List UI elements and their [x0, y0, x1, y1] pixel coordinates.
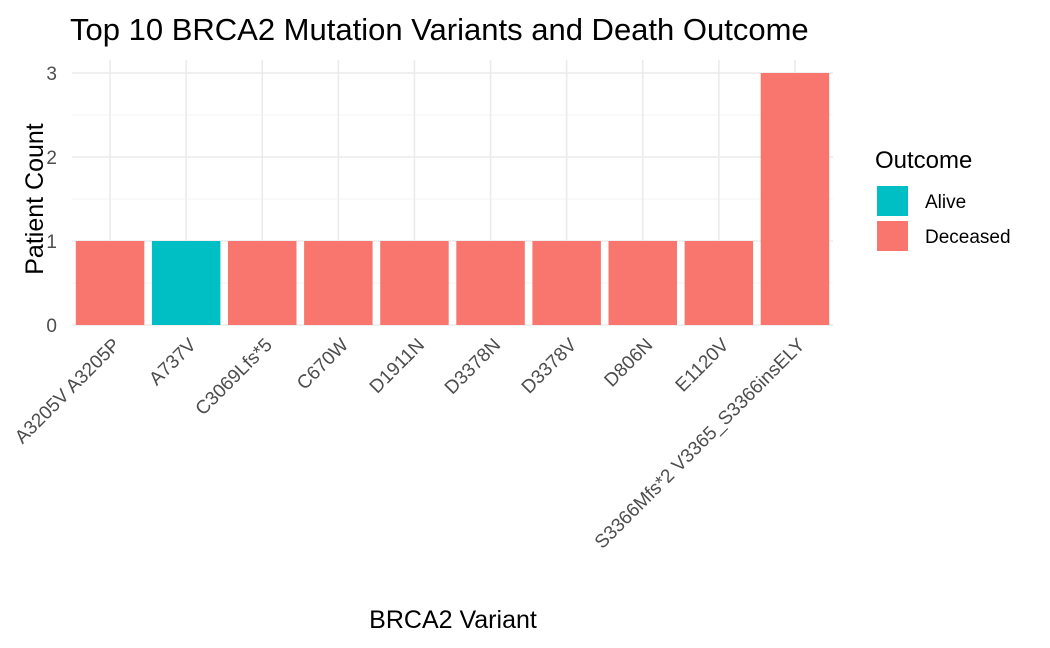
x-tick-label: A737V — [145, 334, 200, 389]
y-tick-label: 3 — [46, 64, 57, 85]
y-axis-ticks: 0 1 2 3 — [46, 64, 57, 337]
x-tick-label: D3378V — [518, 334, 582, 398]
legend-swatch-deceased — [877, 221, 908, 251]
legend-swatch-alive — [877, 186, 908, 216]
bar-deceased — [532, 241, 601, 325]
legend: Outcome Alive Deceased — [875, 147, 1011, 251]
legend-title: Outcome — [875, 147, 972, 174]
y-axis-title: Patient Count — [21, 123, 49, 275]
y-tick-label: 0 — [46, 316, 57, 337]
x-tick-label: C670W — [293, 335, 353, 395]
bar-deceased — [304, 241, 373, 325]
legend-label-deceased: Deceased — [925, 227, 1011, 248]
bar-deceased — [760, 73, 830, 325]
x-tick-label: D806N — [601, 335, 658, 392]
y-tick-label: 1 — [46, 232, 57, 253]
bar-deceased — [228, 241, 297, 325]
x-tick-label: E1120V — [672, 334, 734, 396]
bar-deceased — [380, 241, 449, 325]
x-tick-label: D1911N — [366, 335, 429, 398]
bar-deceased — [456, 241, 525, 325]
bar-deceased — [75, 241, 145, 325]
bar-deceased — [684, 241, 754, 325]
chart-title: Top 10 BRCA2 Mutation Variants and Death… — [70, 12, 809, 47]
y-tick-label: 2 — [46, 148, 57, 169]
x-tick-label: C3069Lfs*5 — [192, 335, 277, 420]
bar-deceased — [608, 241, 677, 325]
bar-alive — [151, 241, 221, 325]
x-tick-label: D3378N — [441, 335, 505, 399]
bars — [75, 73, 830, 325]
legend-label-alive: Alive — [925, 192, 966, 213]
x-tick-label: A3205V A3205P — [11, 335, 124, 448]
x-axis-title: BRCA2 Variant — [369, 606, 537, 634]
